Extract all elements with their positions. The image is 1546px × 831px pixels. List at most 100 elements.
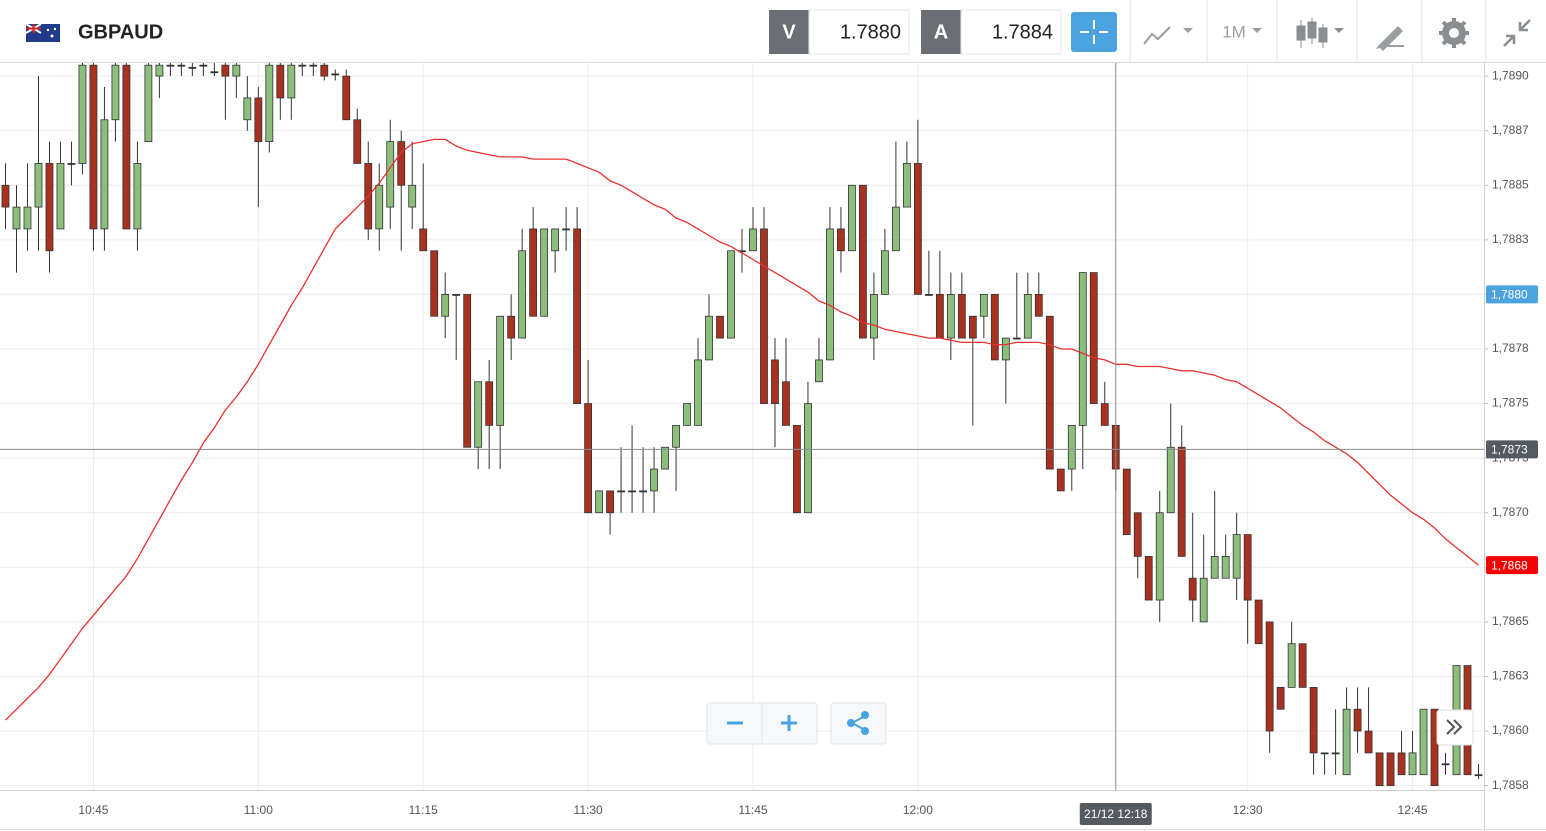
candle-body (254, 97, 263, 142)
y-tick-label: 1,7887 (1492, 123, 1529, 137)
candle-body (1133, 512, 1142, 557)
candle-body (1166, 446, 1175, 514)
draw-tool-button[interactable] (1376, 26, 1404, 51)
candle-body (452, 294, 461, 296)
candle-body (309, 64, 318, 67)
candle-body (144, 64, 153, 142)
candle-body (573, 228, 582, 404)
candle-body (287, 64, 296, 99)
candle-body (1012, 337, 1021, 340)
candle-body (474, 381, 483, 448)
timeframe[interactable]: 1M (1222, 22, 1246, 41)
chart-type-button[interactable] (1143, 26, 1193, 45)
sell-label[interactable]: V (782, 21, 796, 43)
candle-body (430, 250, 439, 317)
candle-body (1177, 446, 1186, 557)
candle-body (727, 250, 735, 339)
candle-body (353, 119, 362, 164)
settings-button[interactable] (1439, 18, 1469, 48)
candle-body (628, 490, 636, 493)
candle-body (1001, 337, 1010, 361)
candle-body (1474, 774, 1483, 777)
candle-body (441, 294, 450, 317)
timeframe-arrow[interactable] (1252, 28, 1262, 33)
candle-body (111, 64, 120, 121)
candle-body (979, 294, 988, 317)
candle-body (1, 184, 10, 208)
candle-body (89, 64, 98, 230)
buy-price[interactable]: 1.7884 (992, 21, 1053, 43)
candle-body (67, 163, 76, 165)
candle-body (1232, 534, 1241, 579)
candle-body (1342, 708, 1351, 776)
candle-body (1034, 294, 1043, 317)
candle-body (1254, 599, 1263, 645)
buy-price-box[interactable] (960, 9, 1062, 55)
zoom-in[interactable] (781, 715, 797, 731)
candle-body (793, 425, 801, 514)
x-tick-label: 12:00 (903, 803, 933, 817)
candle-body (23, 206, 32, 230)
candle-body (1243, 534, 1252, 601)
candle-body (859, 184, 867, 339)
buy-label[interactable]: A (934, 21, 948, 43)
candle-body (463, 294, 472, 448)
candle-body (1210, 555, 1219, 579)
buy-button[interactable] (921, 10, 961, 54)
candle-body (1298, 643, 1307, 688)
candle-body (177, 64, 186, 67)
candle-body (1309, 686, 1318, 754)
y-tick-label: 1,7858 (1492, 778, 1529, 792)
toolbar-separators (1129, 0, 1487, 62)
candle-body (1430, 708, 1439, 787)
sell-price[interactable]: 1.7880 (840, 21, 901, 43)
y-tick-label: 1,7863 (1492, 669, 1529, 683)
candle-body (1078, 272, 1087, 426)
price-tag (1486, 556, 1538, 575)
candle-body (1408, 752, 1417, 776)
candle-body (166, 64, 175, 67)
x-tick-label: 11:30 (574, 803, 603, 817)
candle-body (210, 71, 219, 74)
candle-body (1089, 272, 1098, 404)
zoom-controls (706, 702, 818, 745)
y-tick-label: 1,7865 (1492, 614, 1529, 628)
candle-body (78, 64, 87, 164)
candle-body (232, 64, 241, 77)
x-tick-label: 10:45 (78, 803, 108, 817)
candle-body (870, 294, 878, 339)
candle-body (397, 141, 406, 186)
candle-style-button[interactable] (1296, 18, 1344, 48)
candle-body (815, 359, 823, 383)
candle-body (243, 97, 252, 121)
collapse-button[interactable] (1503, 19, 1531, 47)
candle-body (199, 64, 208, 67)
candle-body (507, 315, 516, 339)
candle-body (265, 64, 274, 142)
candle-body (584, 403, 593, 514)
sell-price-box[interactable] (808, 9, 910, 55)
sell-button[interactable] (769, 10, 809, 54)
candle-body (881, 250, 889, 295)
candle-body (45, 163, 54, 252)
candle-body (408, 184, 417, 208)
crosshair-time-tag (1079, 803, 1152, 825)
symbol: GBPAUD (78, 21, 163, 43)
y-tick-label: 1,7883 (1492, 232, 1529, 246)
candle-body (276, 64, 285, 99)
candle-body (1441, 763, 1450, 766)
share-button[interactable] (830, 702, 887, 745)
candle-body (760, 228, 768, 404)
candle-body (1386, 752, 1395, 787)
candle-body (1221, 555, 1230, 579)
candle-body (298, 64, 307, 67)
scroll-to-latest-button[interactable] (1436, 709, 1474, 746)
candle-body (331, 73, 340, 76)
crosshair-price-tag-label: 1,7873 (1491, 443, 1528, 457)
candle-body (595, 490, 603, 514)
candle-body (617, 490, 625, 493)
crosshair-button[interactable] (1071, 12, 1117, 52)
y-tick-label: 1,7885 (1492, 177, 1529, 191)
